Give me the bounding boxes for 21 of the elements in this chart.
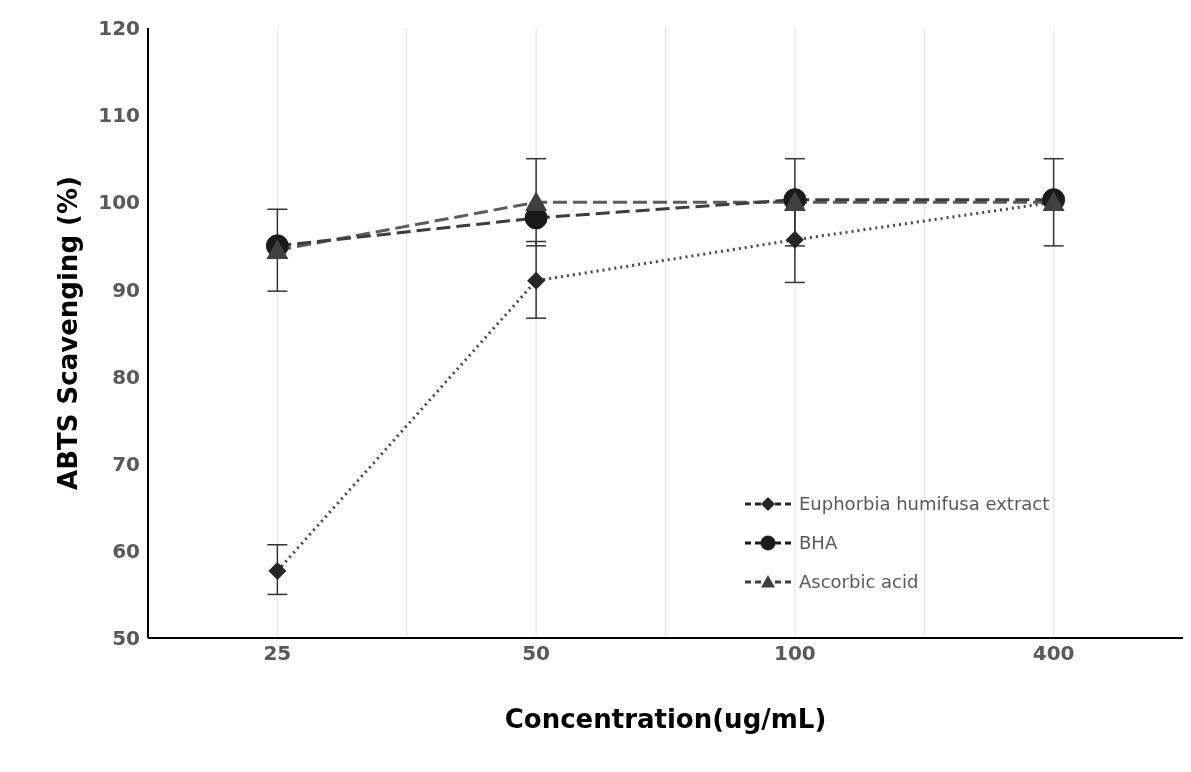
point [785,230,804,249]
x-tick-label: 100 [774,641,816,666]
x-tick-label: 50 [522,641,551,666]
x-axis-title: Concentration(ug/mL) [504,704,827,734]
y-tick-label: 80 [112,364,140,389]
y-tick-label: 100 [98,190,140,215]
point [527,271,546,290]
point [525,191,548,212]
y-tick-label: 90 [112,277,140,302]
y-tick-label: 120 [98,16,140,41]
legend-label: Euphorbia humifusa extract [799,493,1050,514]
legend-label: Ascorbic acid [799,571,919,592]
point [268,561,287,580]
y-tick-label: 70 [112,451,140,476]
y-tick-label: 60 [112,538,140,563]
y-tick-label: 110 [98,103,140,128]
legend-label: BHA [799,532,838,553]
y-axis-title: ABTS Scavenging (%) [53,176,84,490]
x-tick-label: 25 [263,641,292,666]
x-tick-label: 400 [1032,641,1075,666]
point [266,239,289,260]
